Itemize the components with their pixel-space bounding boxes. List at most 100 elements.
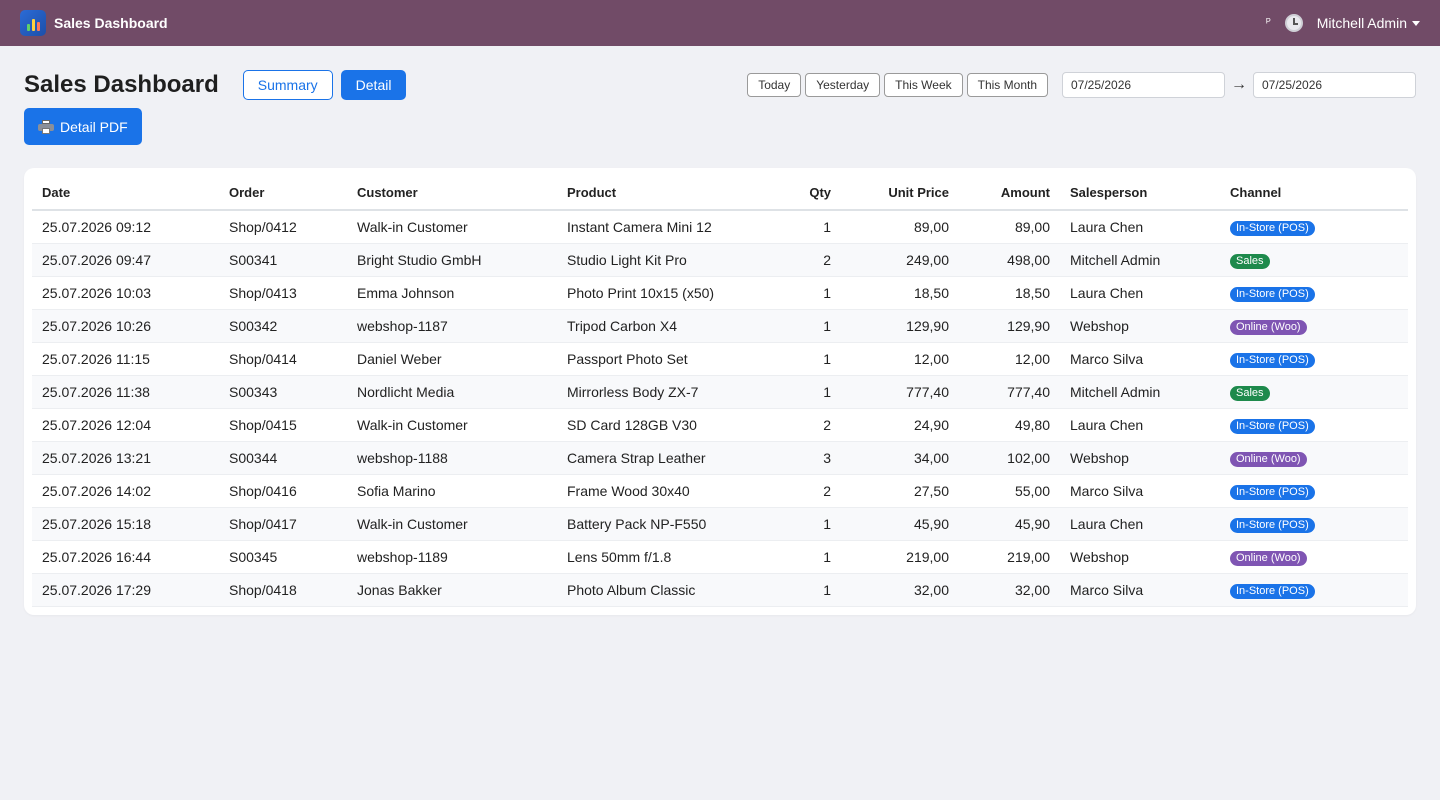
order-cell[interactable]: Shop/0417 [219, 507, 347, 541]
app-chart-icon[interactable] [20, 10, 46, 36]
customer-cell: Walk-in Customer [347, 210, 557, 244]
table-row[interactable]: 25.07.2026 16:44 S00345 webshop-1189 Lens 5… [32, 540, 1408, 574]
channel-badge: Sales [1230, 253, 1270, 269]
channel-cell: In-Store (POS) [1220, 408, 1408, 442]
order-cell[interactable]: Shop/0418 [219, 573, 347, 607]
col-header-date[interactable]: Date [32, 176, 219, 211]
product-cell: Photo Album Classic [557, 573, 777, 607]
qty-cell: 1 [777, 210, 841, 244]
customer-cell: Walk-in Customer [347, 408, 557, 442]
channel-badge: Online (Woo) [1230, 319, 1307, 335]
customer-cell: Daniel Weber [347, 342, 557, 376]
col-header-unit-price[interactable]: Unit Price [841, 176, 959, 211]
table-header-row: Date Order Customer Product Qty Unit Pri… [32, 176, 1408, 211]
qty-cell: 2 [777, 474, 841, 508]
product-cell: Instant Camera Mini 12 [557, 210, 777, 244]
channel-badge: In-Store (POS) [1230, 220, 1315, 236]
col-header-customer[interactable]: Customer [347, 176, 557, 211]
salesperson-cell: Webshop [1060, 540, 1220, 574]
amount-cell: 498,00 [959, 243, 1060, 277]
amount-cell: 55,00 [959, 474, 1060, 508]
unit-price-cell: 249,00 [841, 243, 959, 277]
clock-icon[interactable] [1284, 14, 1303, 32]
qty-cell: 1 [777, 507, 841, 541]
detail-button[interactable]: Detail [340, 70, 407, 100]
order-cell[interactable]: S00342 [219, 309, 347, 343]
order-cell[interactable]: Shop/0415 [219, 408, 347, 442]
unit-price-cell: 12,00 [841, 342, 959, 376]
col-header-amount[interactable]: Amount [959, 176, 1060, 211]
order-cell[interactable]: Shop/0416 [219, 474, 347, 508]
product-cell: Lens 50mm f/1.8 [557, 540, 777, 574]
col-header-salesperson[interactable]: Salesperson [1060, 176, 1220, 211]
qty-cell: 1 [777, 309, 841, 343]
order-cell[interactable]: S00343 [219, 375, 347, 409]
order-cell[interactable]: S00344 [219, 441, 347, 475]
today-button[interactable]: Today [747, 73, 802, 97]
order-cell[interactable]: S00345 [219, 540, 347, 574]
customer-cell: Jonas Bakker [347, 573, 557, 607]
table-row[interactable]: 25.07.2026 14:02 Shop/0416 Sofia Marino Fra… [32, 474, 1408, 508]
app-name[interactable]: Sales Dashboard [54, 15, 168, 31]
table-row[interactable]: 25.07.2026 11:38 S00343 Nordlicht Media Mir… [32, 375, 1408, 409]
product-cell: Camera Strap Leather [557, 441, 777, 475]
date-cell: 25.07.2026 17:29 [32, 573, 219, 607]
salesperson-cell: Laura Chen [1060, 507, 1220, 541]
amount-cell: 777,40 [959, 375, 1060, 409]
summary-button[interactable]: Summary [242, 70, 333, 100]
col-header-qty[interactable]: Qty [777, 176, 841, 211]
channel-cell: In-Store (POS) [1220, 276, 1408, 310]
systray-indicator[interactable]: ᴾ [1266, 17, 1271, 29]
channel-badge: Online (Woo) [1230, 550, 1307, 566]
this-week-button[interactable]: This Week [884, 73, 963, 97]
product-cell: Battery Pack NP-F550 [557, 507, 777, 541]
date-to-input[interactable] [1253, 72, 1416, 98]
arrow-right-icon: → [1231, 76, 1247, 93]
table-row[interactable]: 25.07.2026 09:12 Shop/0412 Walk-in Custome… [32, 210, 1408, 244]
table-row[interactable]: 25.07.2026 10:03 Shop/0413 Emma Johnson Pho… [32, 276, 1408, 310]
date-from-input[interactable] [1062, 72, 1225, 98]
col-header-channel[interactable]: Channel [1220, 176, 1408, 211]
customer-cell: webshop-1189 [347, 540, 557, 574]
sales-detail-table: Date Order Customer Product Qty Unit Pri… [32, 176, 1408, 607]
table-row[interactable]: 25.07.2026 10:26 S00342 webshop-1187 Tripod… [32, 309, 1408, 343]
table-row[interactable]: 25.07.2026 13:21 S00344 webshop-1188 Camera… [32, 441, 1408, 475]
unit-price-cell: 777,40 [841, 375, 959, 409]
this-month-button[interactable]: This Month [966, 73, 1048, 97]
detail-pdf-button[interactable]: Detail PDF [24, 108, 142, 145]
qty-cell: 2 [777, 243, 841, 277]
table-body: 25.07.2026 09:12 Shop/0412 Walk-in Custome… [32, 210, 1408, 607]
channel-badge: In-Store (POS) [1230, 484, 1315, 500]
channel-cell: Online (Woo) [1220, 540, 1408, 574]
order-cell[interactable]: Shop/0414 [219, 342, 347, 376]
table-row[interactable]: 25.07.2026 09:47 S00341 Bright Studio GmbH… [32, 243, 1408, 277]
channel-badge: In-Store (POS) [1230, 517, 1315, 533]
customer-cell: Emma Johnson [347, 276, 557, 310]
order-cell[interactable]: Shop/0413 [219, 276, 347, 310]
user-menu[interactable]: Mitchell Admin [1317, 15, 1420, 31]
qty-cell: 1 [777, 375, 841, 409]
salesperson-cell: Mitchell Admin [1060, 243, 1220, 277]
table-row[interactable]: 25.07.2026 15:18 Shop/0417 Walk-in Custome… [32, 507, 1408, 541]
table-row[interactable]: 25.07.2026 11:15 Shop/0414 Daniel Weber Pas… [32, 342, 1408, 376]
customer-cell: webshop-1187 [347, 309, 557, 343]
product-cell: Studio Light Kit Pro [557, 243, 777, 277]
customer-cell: webshop-1188 [347, 441, 557, 475]
table-row[interactable]: 25.07.2026 17:29 Shop/0418 Jonas Bakker Pho… [32, 573, 1408, 607]
yesterday-button[interactable]: Yesterday [805, 73, 881, 97]
unit-price-cell: 34,00 [841, 441, 959, 475]
page-header: Sales Dashboard Summary Detail Today Yes… [0, 46, 1440, 108]
order-cell[interactable]: S00341 [219, 243, 347, 277]
customer-cell: Nordlicht Media [347, 375, 557, 409]
col-header-order[interactable]: Order [219, 176, 347, 211]
detail-pdf-label: Detail PDF [60, 118, 128, 135]
channel-cell: In-Store (POS) [1220, 342, 1408, 376]
qty-cell: 2 [777, 408, 841, 442]
col-header-product[interactable]: Product [557, 176, 777, 211]
order-cell[interactable]: Shop/0412 [219, 210, 347, 244]
table-row[interactable]: 25.07.2026 12:04 Shop/0415 Walk-in Custome… [32, 408, 1408, 442]
amount-cell: 219,00 [959, 540, 1060, 574]
product-cell: Passport Photo Set [557, 342, 777, 376]
date-cell: 25.07.2026 13:21 [32, 441, 219, 475]
date-cell: 25.07.2026 15:18 [32, 507, 219, 541]
